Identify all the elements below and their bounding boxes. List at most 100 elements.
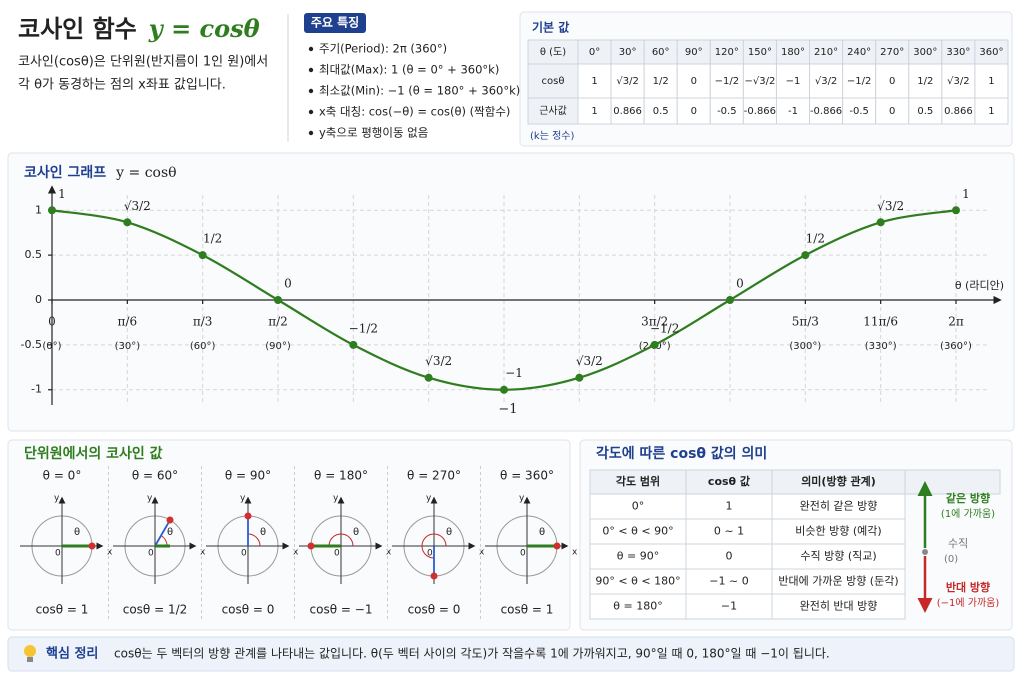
cell <box>589 543 687 570</box>
x-tick-degree: (330°) <box>865 341 897 352</box>
feature: 최소값(Min): −1 (θ = 180° + 360°k) <box>319 84 520 98</box>
cell-text: 완전히 반대 방향 <box>800 599 878 613</box>
point <box>430 572 438 580</box>
cell <box>577 63 612 99</box>
x-tick-label: 3π/2 <box>641 315 668 329</box>
cell <box>610 39 645 65</box>
cell <box>974 97 1009 125</box>
point <box>575 373 584 382</box>
y-tick-label: 0.5 <box>25 248 43 261</box>
cell-text: -0.866 <box>810 106 842 117</box>
point <box>48 206 56 215</box>
axis-label: x <box>200 548 206 558</box>
row-label: 근사값 <box>539 105 567 117</box>
angle-label: θ <box>353 527 359 538</box>
cell-text: 210° <box>814 47 838 58</box>
cell-text: 180° <box>781 47 805 58</box>
cell-text: 0° <box>632 500 645 513</box>
cell <box>742 39 777 65</box>
cell <box>589 493 687 520</box>
point <box>952 206 960 215</box>
feature: y축으로 평행이동 없음 <box>319 126 428 140</box>
legend-note: (−1에 가까움) <box>937 597 1000 609</box>
value-label: 1/2 <box>203 232 222 246</box>
min-label: −1 <box>498 402 517 417</box>
cell-text: √3/2 <box>815 76 837 87</box>
angle-label: θ <box>446 527 452 538</box>
value-label: 1/2 <box>806 232 825 246</box>
value-label: −1/2 <box>650 321 679 335</box>
cell-text: 0 <box>691 106 697 117</box>
cell <box>685 493 773 520</box>
result: cosθ = 0 <box>408 603 461 617</box>
axis-label: y <box>54 494 60 504</box>
cell-text: 0.866 <box>944 106 973 117</box>
point <box>88 542 96 550</box>
angle-label: θ <box>539 527 545 538</box>
cell-text: 0 <box>691 76 697 87</box>
feature: 주기(Period): 2π (360°) <box>319 42 447 56</box>
basic-values-table: θ (도) 0° 30° 60° 90° 120° 150° 180° 210° 240° 270°… <box>527 39 1009 125</box>
point <box>307 542 315 550</box>
badge: 주요 특징 <box>311 15 359 30</box>
panel-title: 기본 값 <box>532 20 569 35</box>
axis-label: y <box>519 494 525 504</box>
origin-label: 0 <box>241 549 247 559</box>
panel-title: 단위원에서의 코사인 값 <box>24 445 163 462</box>
x-tick-label: 0 <box>48 315 56 329</box>
cell-text: 240° <box>847 47 871 58</box>
cell-text: 30° <box>619 47 637 58</box>
point <box>650 340 659 349</box>
result: cosθ = 1 <box>501 603 554 617</box>
cell <box>685 543 773 570</box>
x-tick-degree: (300°) <box>789 341 821 352</box>
point <box>349 340 358 349</box>
cell-text: 1/2 <box>917 76 933 87</box>
origin-label: 0 <box>520 549 526 559</box>
direction-legend: 같은 방향 (1에 가까움) 수직 (0) 반대 방향 (−1에 가까움) <box>917 481 1000 613</box>
legend-label: 수직 <box>948 537 968 550</box>
graph-panel <box>7 152 1015 432</box>
cell <box>771 593 906 620</box>
cell-text: 270° <box>880 47 904 58</box>
cell-text: 150° <box>748 47 772 58</box>
axis-label: x <box>107 548 113 558</box>
origin-label: 0 <box>148 549 154 559</box>
chart: θ (라디안) -1 -0.5 0 0.5 1 0 π/6 π/3 π/2 3π/2 5π/3 11π/… <box>21 185 1004 417</box>
cell <box>685 469 773 495</box>
row-label: θ (도) <box>540 47 566 58</box>
bullet <box>308 130 314 136</box>
cell-text: 90° <box>685 47 703 58</box>
legend-label: 같은 방향 <box>946 491 990 505</box>
header: cosθ 값 <box>708 475 750 488</box>
axis-label: x <box>293 548 299 558</box>
cell-text: θ = 90° <box>617 550 659 563</box>
badge-bg <box>304 13 366 33</box>
cell <box>904 469 1001 495</box>
cell <box>685 593 773 620</box>
point <box>123 218 132 227</box>
point <box>726 296 734 304</box>
cell-text: −1/2 <box>847 76 871 87</box>
bulb-base <box>27 657 33 662</box>
legend-note: (0) <box>944 554 958 565</box>
cell-text: 330° <box>946 47 970 58</box>
meaning-table: 각도 범위 cosθ 값 의미(방향 관계) 0° 1 완전히 같은 방향 0° < θ <… <box>589 469 1001 620</box>
cell-text: -1 <box>788 106 798 117</box>
note: (k는 정수) <box>530 130 574 142</box>
cell-text: 1 <box>591 76 597 87</box>
x-tick-degree: (90°) <box>265 341 291 352</box>
cell-text: 1 <box>591 106 597 117</box>
y-tick-label: -1 <box>31 383 42 396</box>
y-tick-label: 1 <box>35 203 42 216</box>
x-tick-degree: (360°) <box>940 341 972 352</box>
cell-text: 0.5 <box>917 106 933 117</box>
x-tick-degree: (60°) <box>190 341 216 352</box>
cell-text: θ = 180° <box>613 600 662 613</box>
cell <box>875 97 910 125</box>
chart-title: 코사인 그래프 y = cosθ <box>24 164 177 181</box>
cell-text: 0 <box>889 76 895 87</box>
cell <box>742 63 777 99</box>
cell <box>577 97 612 125</box>
